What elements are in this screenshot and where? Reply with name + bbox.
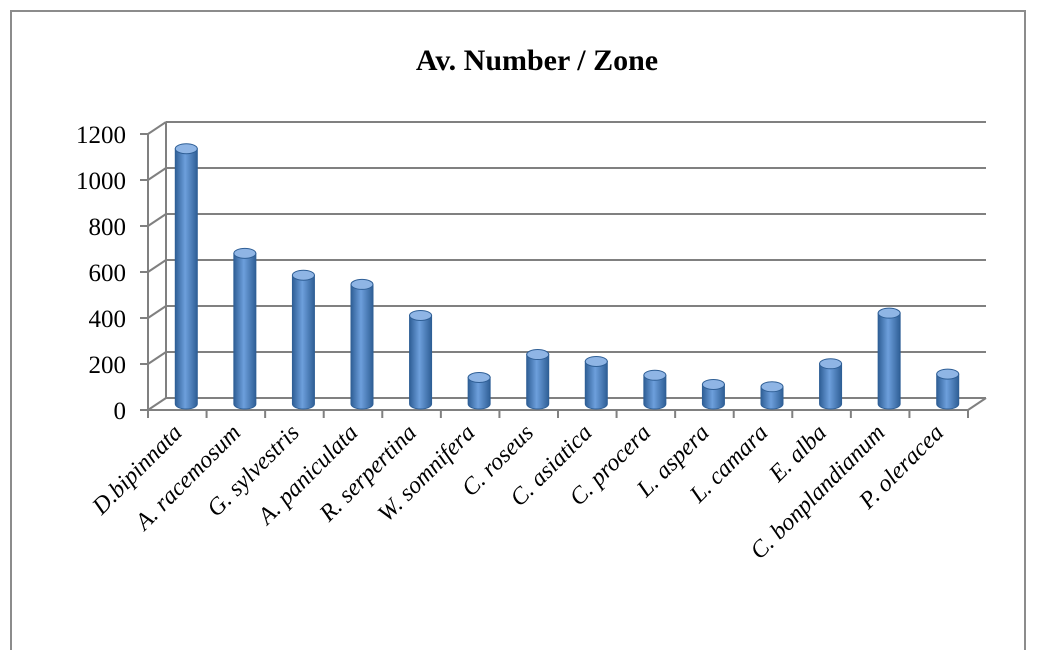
gridline-side-600 [147, 259, 167, 273]
bar-body [174, 148, 198, 410]
gridline-side-1200 [147, 121, 167, 135]
bar-l-aspera [701, 378, 725, 410]
bar-top [584, 355, 608, 367]
bar-body [350, 283, 374, 410]
axes [140, 122, 987, 418]
y-tick-label: 400 [89, 306, 127, 333]
bar-c-procera [643, 369, 667, 410]
bar-d-bipinnata [174, 143, 198, 410]
bar-e-alba [819, 358, 843, 410]
bar-top [467, 372, 491, 384]
y-tick-label: 600 [89, 260, 127, 287]
bar-chart: Av. Number / Zone 020040060080010001200 … [76, 44, 987, 565]
y-tick-label: 0 [114, 398, 127, 425]
gridline-side-200 [147, 351, 167, 365]
bar-r-serpertina [409, 309, 433, 410]
bar-body [701, 383, 725, 410]
y-tick-label: 1200 [76, 122, 126, 149]
bar-body [233, 252, 257, 410]
bar-c-bonplandianum [877, 307, 901, 410]
gridline-side-800 [147, 213, 167, 227]
bar-body [643, 374, 667, 410]
chart-title: Av. Number / Zone [416, 44, 658, 77]
gridlines [147, 121, 986, 411]
bar-c-roseus [526, 349, 550, 410]
bars [174, 143, 960, 410]
y-tick-label: 800 [89, 214, 127, 241]
bar-top [701, 378, 725, 390]
bar-a-paniculata [350, 278, 374, 410]
bar-top [174, 143, 198, 155]
bar-p-oleracea [936, 368, 960, 410]
bar-w-somnifera [467, 372, 491, 410]
gridline-side-0 [147, 397, 167, 411]
y-tick-label: 1000 [76, 168, 126, 195]
bar-top [526, 349, 550, 361]
bar-top [760, 381, 784, 393]
bar-body [936, 373, 960, 410]
bar-top [819, 358, 843, 370]
bar-g-sylvestris [291, 269, 315, 410]
bar-body [467, 377, 491, 410]
bar-body [584, 360, 608, 410]
gridline-side-1000 [147, 167, 167, 181]
floor-right-edge [967, 397, 987, 411]
bar-top [936, 368, 960, 380]
bar-body [291, 274, 315, 410]
bar-top [877, 307, 901, 319]
bar-body [819, 363, 843, 410]
bar-c-asiatica [584, 355, 608, 410]
gridline-side-400 [147, 305, 167, 319]
bar-l-camara [760, 381, 784, 410]
bar-body [409, 314, 433, 410]
bar-a-racemosum [233, 247, 257, 410]
bar-body [526, 354, 550, 410]
bar-top [643, 369, 667, 381]
bar-body [877, 312, 901, 410]
bar-top [291, 269, 315, 281]
bar-top [409, 309, 433, 321]
bar-body [760, 386, 784, 410]
y-tick-labels: 0 200 400 600 800 1000 1200 [76, 122, 126, 425]
bar-top [233, 247, 257, 259]
bar-top [350, 278, 374, 290]
y-tick-label: 200 [89, 352, 127, 379]
